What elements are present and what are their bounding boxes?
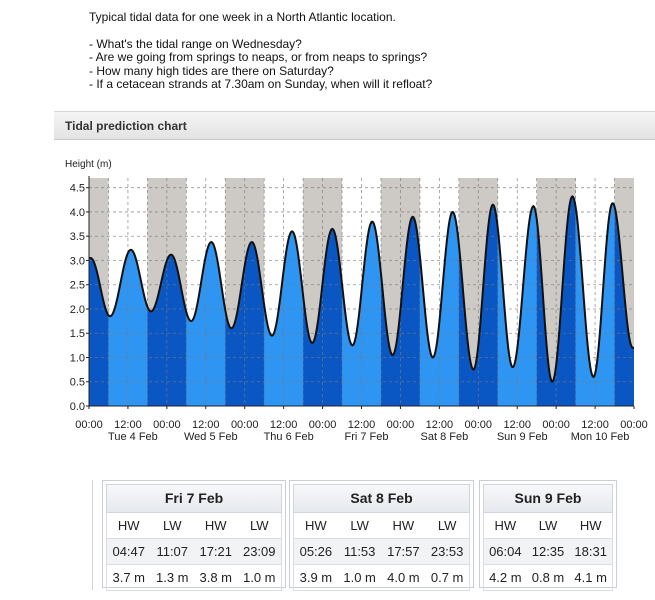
question-4: - If a cetacean strands at 7.30am on Sun… bbox=[89, 77, 433, 92]
table-header-row: HW LW HW LW bbox=[106, 513, 282, 539]
x-tick-label: 12:00 bbox=[348, 419, 376, 431]
header-cell: HW bbox=[494, 518, 517, 533]
x-tick-label: 00:00 bbox=[387, 419, 415, 431]
panel-header: Tidal prediction chart bbox=[54, 111, 655, 140]
x-tick-label: 12:00 bbox=[426, 419, 454, 431]
frame-line bbox=[92, 480, 93, 590]
tide-curve bbox=[89, 195, 634, 384]
x-tick-label: 00:00 bbox=[465, 419, 493, 431]
table-header-row: HW LW HW bbox=[483, 513, 613, 539]
time-cell: 18:31 bbox=[574, 544, 607, 559]
table-height-row: 3.7 m 1.3 m 3.8 m 1.0 m bbox=[106, 565, 282, 591]
header-cell: LW bbox=[437, 518, 457, 533]
height-cell: 0.7 m bbox=[430, 570, 464, 585]
x-tick-label: 00:00 bbox=[620, 419, 648, 431]
height-cell: 4.1 m bbox=[574, 570, 607, 585]
question-3: - How many high tides are there on Satur… bbox=[89, 63, 334, 78]
header-cell: LW bbox=[249, 518, 269, 533]
height-cell: 3.8 m bbox=[199, 570, 232, 585]
intro-spacer bbox=[89, 24, 432, 37]
header-cell: LW bbox=[162, 518, 182, 533]
header-cell: HW bbox=[579, 518, 602, 533]
table-header-row: HW LW HW LW bbox=[293, 513, 470, 539]
height-cell: 1.3 m bbox=[155, 570, 189, 585]
day-label: Sun 9 Feb bbox=[497, 431, 548, 443]
tide-table-sat: Sat 8 Feb HW LW HW LW 05:26 11:53 17:57 … bbox=[289, 480, 474, 591]
height-cell: 0.8 m bbox=[531, 570, 565, 585]
time-cell: 06:04 bbox=[489, 544, 522, 559]
tide-table-sun: Sun 9 Feb HW LW HW 06:04 12:35 18:31 4.2… bbox=[479, 480, 617, 591]
x-tick-label: 00:00 bbox=[309, 419, 337, 431]
day-label: Thu 6 Feb bbox=[264, 431, 314, 443]
question-1: - What's the tidal range on Wednesday? bbox=[89, 36, 302, 51]
table-day-heading: Fri 7 Feb bbox=[106, 484, 282, 513]
header-cell: HW bbox=[117, 518, 140, 533]
time-cell: 11:53 bbox=[343, 544, 376, 559]
x-tick-label: 00:00 bbox=[231, 419, 259, 431]
table-time-row: 06:04 12:35 18:31 bbox=[483, 539, 613, 565]
header-cell: LW bbox=[350, 518, 369, 533]
x-tick-label: 12:00 bbox=[114, 419, 142, 431]
table-time-row: 05:26 11:53 17:57 23:53 bbox=[293, 539, 470, 565]
header-cell: LW bbox=[538, 518, 558, 533]
height-cell: 4.2 m bbox=[489, 570, 522, 585]
time-cell: 17:57 bbox=[387, 544, 420, 559]
time-cell: 17:21 bbox=[199, 544, 233, 559]
day-label: Fri 7 Feb bbox=[344, 431, 388, 443]
y-tick-label: 3.5 bbox=[70, 231, 85, 243]
header-cell: HW bbox=[392, 518, 415, 533]
panel-title: Tidal prediction chart bbox=[65, 119, 187, 133]
height-cell: 1.0 m bbox=[242, 570, 276, 585]
intro-text: Typical tidal data for one week in a Nor… bbox=[89, 10, 433, 92]
height-cell: 1.0 m bbox=[343, 570, 376, 585]
table-day-heading: Sun 9 Feb bbox=[483, 484, 613, 513]
height-cell: 3.9 m bbox=[299, 570, 333, 585]
table-height-row: 3.9 m 1.0 m 4.0 m 0.7 m bbox=[293, 565, 470, 591]
y-tick-label: 4.5 bbox=[70, 183, 85, 195]
header-cell: HW bbox=[204, 518, 227, 533]
table-height-row: 4.2 m 0.8 m 4.1 m bbox=[483, 565, 613, 591]
time-cell: 23:09 bbox=[242, 544, 276, 559]
y-tick-label: 4.0 bbox=[70, 207, 85, 219]
height-cell: 4.0 m bbox=[387, 570, 420, 585]
x-tick-label: 12:00 bbox=[503, 419, 531, 431]
tidal-chart: Height (m) 0.0 0.5 1.0 1.5 2.0 2.5 3.0 3.5 4.0 4.… bbox=[65, 159, 648, 443]
time-cell: 05:26 bbox=[299, 544, 333, 559]
x-tick-label: 00:00 bbox=[153, 419, 181, 431]
day-label: Tue 4 Feb bbox=[108, 431, 158, 443]
intro-title: Typical tidal data for one week in a Nor… bbox=[89, 10, 396, 24]
header-cell: HW bbox=[305, 518, 327, 533]
x-tick-label: 12:00 bbox=[581, 419, 609, 431]
tide-table-fri: Fri 7 Feb HW LW HW LW 04:47 11:07 17:21 … bbox=[102, 480, 286, 591]
table-day-heading: Sat 8 Feb bbox=[293, 484, 470, 513]
day-label: Sat 8 Feb bbox=[421, 431, 469, 443]
x-tick-label: 12:00 bbox=[270, 419, 298, 431]
x-tick-label: 00:00 bbox=[75, 419, 103, 431]
y-tick-label: 1.5 bbox=[70, 328, 85, 340]
y-tick-label: 1.0 bbox=[70, 352, 85, 364]
time-cell: 23:53 bbox=[430, 544, 464, 559]
table-time-row: 04:47 11:07 17:21 23:09 bbox=[106, 539, 282, 565]
time-cell: 04:47 bbox=[112, 544, 146, 559]
y-tick-label: 2.0 bbox=[70, 304, 85, 316]
x-tick-label: 00:00 bbox=[542, 419, 570, 431]
y-axis-label: Height (m) bbox=[65, 159, 112, 170]
y-tick-label: 0.5 bbox=[70, 377, 85, 389]
height-cell: 3.7 m bbox=[112, 570, 145, 585]
y-tick-label: 3.0 bbox=[70, 255, 85, 267]
day-label: Wed 5 Feb bbox=[184, 431, 238, 443]
y-tick-label: 0.0 bbox=[70, 401, 85, 413]
question-2: - Are we going from springs to neaps, or… bbox=[89, 50, 428, 65]
y-tick-label: 2.5 bbox=[70, 280, 85, 292]
time-cell: 12:35 bbox=[531, 544, 565, 559]
time-cell: 11:07 bbox=[156, 544, 189, 559]
day-label: Mon 10 Feb bbox=[571, 431, 630, 443]
x-tick-label: 12:00 bbox=[192, 419, 220, 431]
